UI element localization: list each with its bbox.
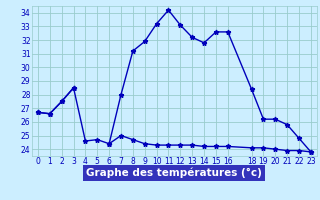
X-axis label: Graphe des températures (°c): Graphe des températures (°c)	[86, 168, 262, 178]
